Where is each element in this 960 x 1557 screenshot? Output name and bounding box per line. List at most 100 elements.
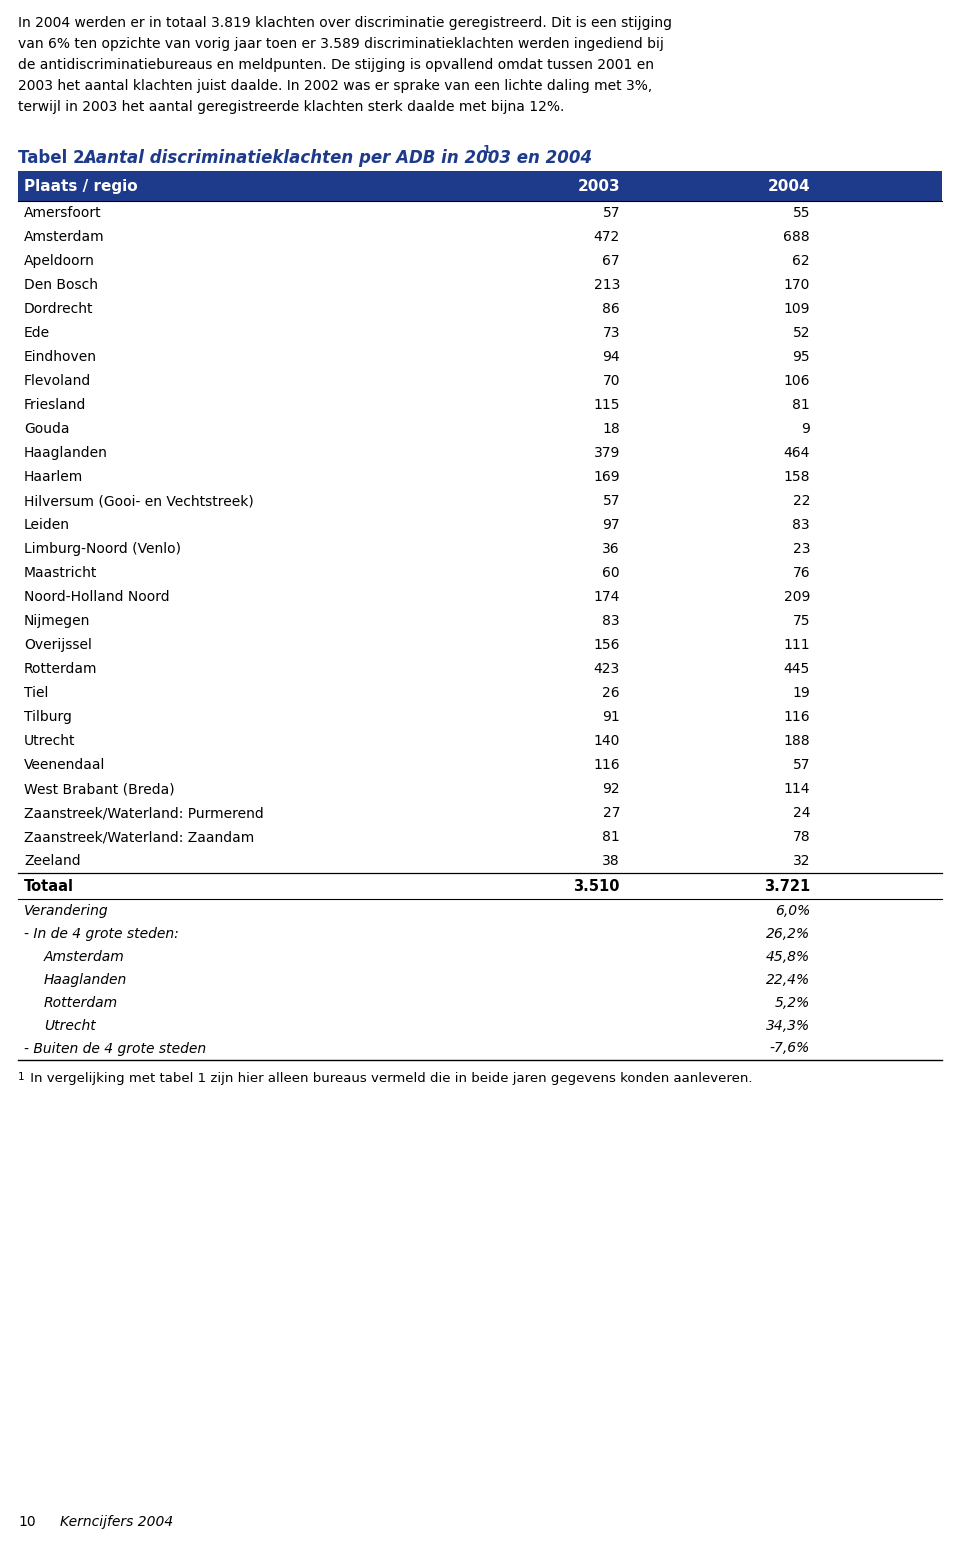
Text: 86: 86 (602, 302, 620, 316)
Text: Haarlem: Haarlem (24, 470, 84, 484)
Text: 213: 213 (593, 279, 620, 293)
Text: -7,6%: -7,6% (770, 1042, 810, 1056)
Text: Leiden: Leiden (24, 518, 70, 532)
Text: 22: 22 (793, 494, 810, 508)
Text: 109: 109 (783, 302, 810, 316)
Text: Ede: Ede (24, 325, 50, 339)
Text: Tiel: Tiel (24, 687, 48, 701)
Text: Rotterdam: Rotterdam (44, 995, 118, 1009)
Text: 5,2%: 5,2% (775, 995, 810, 1009)
Text: 60: 60 (602, 567, 620, 581)
Text: 38: 38 (602, 853, 620, 867)
Text: 23: 23 (793, 542, 810, 556)
Text: Maastricht: Maastricht (24, 567, 97, 581)
Text: 106: 106 (783, 374, 810, 388)
Text: 78: 78 (792, 830, 810, 844)
Text: 209: 209 (783, 590, 810, 604)
Text: 62: 62 (792, 254, 810, 268)
Text: Aantal discriminatieklachten per ADB in 2003 en 2004: Aantal discriminatieklachten per ADB in … (83, 149, 592, 167)
Text: In 2004 werden er in totaal 3.819 klachten over discriminatie geregistreerd. Dit: In 2004 werden er in totaal 3.819 klacht… (18, 16, 672, 30)
Text: Gouda: Gouda (24, 422, 69, 436)
Text: 3.510: 3.510 (573, 878, 620, 894)
Text: 24: 24 (793, 807, 810, 821)
Text: 9: 9 (802, 422, 810, 436)
Text: 67: 67 (602, 254, 620, 268)
Text: 116: 116 (783, 710, 810, 724)
Text: Amersfoort: Amersfoort (24, 206, 102, 220)
Text: Nijmegen: Nijmegen (24, 613, 90, 627)
Text: 158: 158 (783, 470, 810, 484)
Text: de antidiscriminatiebureaus en meldpunten. De stijging is opvallend omdat tussen: de antidiscriminatiebureaus en meldpunte… (18, 58, 654, 72)
Text: terwijl in 2003 het aantal geregistreerde klachten sterk daalde met bijna 12%.: terwijl in 2003 het aantal geregistreerd… (18, 100, 564, 114)
Text: Rotterdam: Rotterdam (24, 662, 98, 676)
Text: - Buiten de 4 grote steden: - Buiten de 4 grote steden (24, 1042, 206, 1056)
Text: 83: 83 (792, 518, 810, 532)
Text: Plaats / regio: Plaats / regio (24, 179, 137, 193)
Text: 92: 92 (602, 782, 620, 796)
Text: West Brabant (Breda): West Brabant (Breda) (24, 782, 175, 796)
Text: 188: 188 (783, 733, 810, 747)
Text: Hilversum (Gooi- en Vechtstreek): Hilversum (Gooi- en Vechtstreek) (24, 494, 253, 508)
Text: 111: 111 (783, 638, 810, 652)
Text: 36: 36 (602, 542, 620, 556)
Text: 32: 32 (793, 853, 810, 867)
Text: 169: 169 (593, 470, 620, 484)
Text: Kerncijfers 2004: Kerncijfers 2004 (60, 1515, 173, 1529)
Text: Amsterdam: Amsterdam (24, 230, 105, 244)
Text: 464: 464 (783, 445, 810, 459)
Text: 3.721: 3.721 (764, 878, 810, 894)
Text: Dordrecht: Dordrecht (24, 302, 93, 316)
Text: Friesland: Friesland (24, 399, 86, 413)
Text: 52: 52 (793, 325, 810, 339)
Text: 2003: 2003 (577, 179, 620, 193)
Text: 1: 1 (18, 1073, 25, 1082)
Text: 57: 57 (793, 758, 810, 772)
Text: 26,2%: 26,2% (766, 926, 810, 940)
Text: Overijssel: Overijssel (24, 638, 92, 652)
Text: 81: 81 (602, 830, 620, 844)
Text: 45,8%: 45,8% (766, 950, 810, 964)
Text: 34,3%: 34,3% (766, 1018, 810, 1032)
Text: Haaglanden: Haaglanden (24, 445, 108, 459)
Text: Den Bosch: Den Bosch (24, 279, 98, 293)
Text: 94: 94 (602, 350, 620, 364)
Text: 27: 27 (603, 807, 620, 821)
Bar (18, 171, 942, 201)
Text: - In de 4 grote steden:: - In de 4 grote steden: (24, 926, 179, 940)
Text: 116: 116 (593, 758, 620, 772)
Text: Zaanstreek/Waterland: Purmerend: Zaanstreek/Waterland: Purmerend (24, 807, 264, 821)
Text: 75: 75 (793, 613, 810, 627)
Text: Apeldoorn: Apeldoorn (24, 254, 95, 268)
Text: 115: 115 (593, 399, 620, 413)
Text: Totaal: Totaal (24, 878, 74, 894)
Text: 22,4%: 22,4% (766, 973, 810, 987)
Text: In vergelijking met tabel 1 zijn hier alleen bureaus vermeld die in beide jaren : In vergelijking met tabel 1 zijn hier al… (26, 1073, 753, 1085)
Text: 57: 57 (603, 206, 620, 220)
Text: 91: 91 (602, 710, 620, 724)
Text: Limburg-Noord (Venlo): Limburg-Noord (Venlo) (24, 542, 181, 556)
Text: 379: 379 (593, 445, 620, 459)
Text: 57: 57 (603, 494, 620, 508)
Text: 170: 170 (783, 279, 810, 293)
Text: Noord-Holland Noord: Noord-Holland Noord (24, 590, 170, 604)
Text: 114: 114 (783, 782, 810, 796)
Text: 6,0%: 6,0% (775, 903, 810, 917)
Text: 688: 688 (783, 230, 810, 244)
Text: Tilburg: Tilburg (24, 710, 72, 724)
Text: 76: 76 (792, 567, 810, 581)
Text: 83: 83 (602, 613, 620, 627)
Text: Zeeland: Zeeland (24, 853, 81, 867)
Text: van 6% ten opzichte van vorig jaar toen er 3.589 discriminatieklachten werden in: van 6% ten opzichte van vorig jaar toen … (18, 37, 664, 51)
Text: 10: 10 (18, 1515, 36, 1529)
Text: Flevoland: Flevoland (24, 374, 91, 388)
Text: 156: 156 (593, 638, 620, 652)
Text: 18: 18 (602, 422, 620, 436)
Text: Veenendaal: Veenendaal (24, 758, 106, 772)
Text: Amsterdam: Amsterdam (44, 950, 125, 964)
Text: 95: 95 (792, 350, 810, 364)
Text: 55: 55 (793, 206, 810, 220)
Text: 2004: 2004 (767, 179, 810, 193)
Text: 1: 1 (483, 145, 491, 156)
Text: Eindhoven: Eindhoven (24, 350, 97, 364)
Text: Tabel 2.: Tabel 2. (18, 149, 103, 167)
